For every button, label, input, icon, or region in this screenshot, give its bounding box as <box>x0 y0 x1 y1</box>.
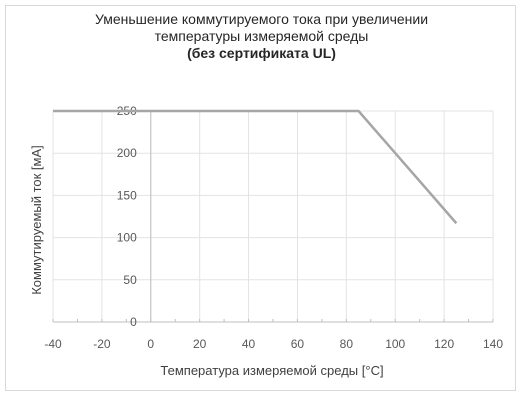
series-line <box>53 109 458 225</box>
x-tick-label: 60 <box>291 337 305 351</box>
chart-title: Уменьшение коммутируемого тока при увели… <box>0 11 523 62</box>
chart-title-line-2: температуры измеряемой среды <box>154 28 369 44</box>
x-tick-label: -20 <box>93 337 111 351</box>
chart-frame <box>5 5 516 391</box>
x-tick-label: 0 <box>147 337 154 351</box>
y-tick-label: 200 <box>117 146 137 160</box>
y-tick-label: 100 <box>117 231 137 245</box>
y-tick-label: 0 <box>130 315 137 329</box>
grid <box>52 110 494 323</box>
axes <box>52 111 494 323</box>
x-tick-label: 100 <box>385 337 405 351</box>
x-tick-label: 20 <box>193 337 207 351</box>
series-layer <box>53 109 458 225</box>
x-tick-label: 80 <box>340 337 354 351</box>
chart-title-line-1: Уменьшение коммутируемого тока при увели… <box>94 11 429 27</box>
y-tick-label: 50 <box>123 273 137 287</box>
y-axis-label: Коммутируемый ток [мА] <box>29 145 44 295</box>
chart-title-line-3: (без сертификата UL) <box>187 45 336 61</box>
y-tick-label: 150 <box>117 188 137 202</box>
x-axis-label: Температура измеряемой среды [°C] <box>160 363 383 378</box>
x-tick-label: -40 <box>44 337 62 351</box>
x-tick-label: 120 <box>434 337 454 351</box>
x-tick-label: 40 <box>242 337 256 351</box>
x-tick-label: 140 <box>483 337 503 351</box>
